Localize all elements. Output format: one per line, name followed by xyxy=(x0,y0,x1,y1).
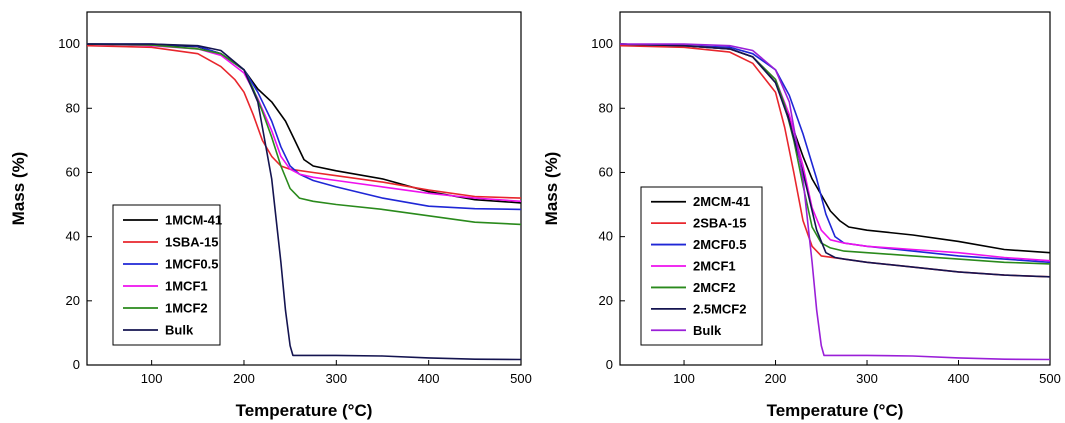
x-tick-label: 500 xyxy=(510,371,532,386)
y-tick-label: 40 xyxy=(66,229,80,244)
x-tick-label: 400 xyxy=(948,371,970,386)
series-line-1SBA-15 xyxy=(86,44,522,199)
y-tick-label: 80 xyxy=(599,100,613,115)
legend-label: 2MCF2 xyxy=(693,280,736,295)
x-tick-label: 200 xyxy=(233,371,255,386)
chart-panel-1: 0 20 40 60 80 100 100 200 300 400 500 Temperature (… xyxy=(9,11,532,420)
series-line-1MCF0.5 xyxy=(87,43,522,211)
series-line-1MCF1 xyxy=(86,43,522,203)
chart-panel-2: 0 20 40 60 80 100 100 200 300 400 500 Temperature (… xyxy=(542,11,1061,420)
legend-label: 1MCM-41 xyxy=(165,213,222,228)
y-tick-label: 40 xyxy=(599,229,613,244)
y-tick-label: 0 xyxy=(606,357,613,372)
series-line-1MCF2 xyxy=(86,43,522,226)
legend-label: 1MCF0.5 xyxy=(165,257,218,272)
series-line-1MCM-41 xyxy=(86,43,522,204)
legend-label: 2MCF1 xyxy=(693,259,736,274)
y-axis-title: Mass (%) xyxy=(9,152,28,226)
y-tick-label: 100 xyxy=(58,36,80,51)
legend-label: 2MCF0.5 xyxy=(693,237,746,252)
x-tick-label: 100 xyxy=(673,371,695,386)
x-tick-label: 400 xyxy=(418,371,440,386)
y-tick-label: 60 xyxy=(599,164,613,179)
series-line-Bulk xyxy=(620,43,1051,361)
x-tick-label: 200 xyxy=(765,371,787,386)
x-tick-label: 300 xyxy=(856,371,878,386)
plot-frame xyxy=(86,11,522,366)
x-tick-label: 300 xyxy=(325,371,347,386)
y-tick-label: 20 xyxy=(66,293,80,308)
legend-label: 1MCF1 xyxy=(165,279,208,294)
legend: 2MCM-41 2SBA-15 2MCF0.5 2MCF1 2MCF2 2.5MCF2 Bu… xyxy=(640,186,763,346)
x-axis-title: Temperature (°C) xyxy=(236,401,373,420)
legend-label: 2.5MCF2 xyxy=(693,301,746,316)
legend-label: 2MCM-41 xyxy=(693,194,750,209)
legend-label: 1SBA-15 xyxy=(165,235,218,250)
legend-box xyxy=(112,204,221,346)
series-line-Bulk xyxy=(87,43,522,361)
y-axis-title: Mass (%) xyxy=(542,152,561,226)
legend-label: 1MCF2 xyxy=(165,301,208,316)
series-line-2MCF0.5 xyxy=(619,43,1051,264)
series-line-2.5MCF2 xyxy=(619,43,1051,278)
x-tick-label: 500 xyxy=(1039,371,1061,386)
y-tick-label: 100 xyxy=(591,36,613,51)
x-axis-title: Temperature (°C) xyxy=(767,401,904,420)
plot-frame xyxy=(619,11,1051,366)
y-tick-label: 0 xyxy=(73,357,80,372)
legend-label: Bulk xyxy=(165,323,194,338)
y-tick-label: 80 xyxy=(66,100,80,115)
y-tick-label: 60 xyxy=(66,164,80,179)
x-tick-label: 100 xyxy=(141,371,163,386)
legend-label: Bulk xyxy=(693,323,722,338)
y-tick-label: 20 xyxy=(599,293,613,308)
legend: 1MCM-41 1SBA-15 1MCF0.5 1MCF1 1MCF2 Bulk xyxy=(112,204,222,346)
legend-label: 2SBA-15 xyxy=(693,216,746,231)
